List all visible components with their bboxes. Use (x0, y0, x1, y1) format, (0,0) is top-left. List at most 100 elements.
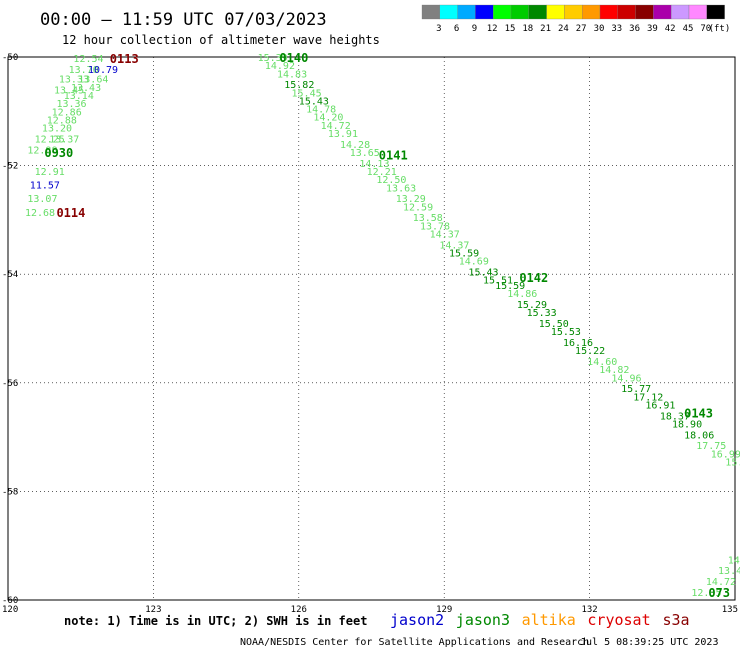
legend-label: 3 (436, 24, 441, 34)
satellite-jason3: jason3 (456, 611, 510, 629)
swh-point: 16.16 (563, 338, 593, 349)
color-legend: 3 6 9 12 15 18 21 24 27 30 33 36 39 42 45 70(ft) (421, 4, 731, 34)
satellite-altika: altika (522, 611, 576, 629)
swh-point: 14.96 (611, 373, 641, 384)
satellite-jason2: jason2 (390, 611, 444, 629)
swh-point: 12.88 (27, 145, 57, 156)
pass-time-label: 0930 (44, 146, 73, 160)
swh-point: 15.39 (258, 53, 288, 64)
legend-swatch (635, 4, 654, 20)
swh-point: 13.14 (64, 91, 94, 102)
swh-point: 13.41 (718, 566, 740, 577)
legend-swatch (528, 4, 547, 20)
legend-swatch (599, 4, 618, 20)
grid-lines (8, 57, 735, 600)
pass-time-label: 0140 (279, 51, 308, 65)
x-tick-label: 126 (291, 605, 307, 615)
swh-point: 18.90 (672, 420, 702, 431)
swh-point: 13.63 (386, 183, 416, 194)
swh-point: 18.37 (660, 411, 690, 422)
swh-point: 14.83 (277, 69, 307, 80)
pass-time-label: 0141 (379, 149, 408, 163)
legend-swatch (706, 4, 725, 20)
swh-point: 15.59 (495, 281, 525, 292)
swh-point: 16.91 (645, 401, 675, 412)
x-tick-label: 120 (2, 605, 18, 615)
swh-point: 15.43 (468, 267, 498, 278)
y-tick-label: -50 (2, 53, 18, 63)
swh-point: 15.22 (575, 346, 605, 357)
chart-title: 00:00 – 11:59 UTC 07/03/2023 (40, 10, 327, 30)
swh-point: 14.28 (340, 140, 370, 151)
swh-point: 14.82 (599, 365, 629, 376)
satellite-legend: jason2 jason3 altika cryosat s3a (390, 611, 690, 629)
legend-unit: (ft) (709, 24, 731, 34)
swh-point: 14.37 (430, 229, 460, 240)
legend-label: 36 (629, 24, 640, 34)
legend-swatch (653, 4, 672, 20)
footer-timestamp: Jul 5 08:39:25 UTC 2023 (580, 637, 718, 648)
swh-point: 14.37 (439, 240, 469, 251)
swh-point: 12.68 (25, 208, 55, 219)
legend-label: 6 (454, 24, 459, 34)
legend-swatch (439, 4, 458, 20)
y-tick-labels: -50 -52 -54 -56 -58 -60 (2, 53, 18, 606)
pass-labels: 0113 0140 0141 0142 0143 0930 0114 073 (44, 51, 730, 600)
legend-label: 12 (487, 24, 498, 34)
swh-point: 14.20 (313, 113, 343, 124)
swh-point: 12.91 (35, 167, 65, 178)
swh-point: 14.72 (706, 577, 736, 588)
swh-point: 12.35 (691, 588, 721, 599)
x-tick-label: 132 (581, 605, 597, 615)
legend-label: 30 (594, 24, 605, 34)
swh-point: 10.79 (88, 65, 118, 76)
swh-point: 13.70 (69, 65, 99, 76)
footer-credit: NOAA/NESDIS Center for Satellite Applica… (240, 637, 589, 648)
swh-point: 14.72 (321, 121, 351, 132)
pass-time-label: 073 (708, 586, 730, 600)
swh-point: 13.33 (59, 75, 89, 86)
y-tick-label: -52 (2, 162, 18, 172)
swh-point: 15.53 (551, 327, 581, 338)
legend-label: 21 (540, 24, 551, 34)
legend-label: 9 (472, 24, 477, 34)
swh-point: 15.82 (284, 80, 314, 91)
swh-point: 12.59 (403, 202, 433, 213)
legend-swatch (582, 4, 601, 20)
legend-swatch (617, 4, 636, 20)
y-tick-label: -60 (2, 596, 18, 606)
swh-point: 14.60 (587, 357, 617, 368)
legend-swatch (421, 4, 440, 20)
swh-point: 15.50 (539, 319, 569, 330)
plot-frame (7, 56, 736, 601)
swh-point: 14.86 (507, 289, 537, 300)
swh-point: 13.91 (328, 129, 358, 140)
swh-point: 12.50 (376, 175, 406, 186)
swh-point: 13.43 (71, 83, 101, 94)
swh-point: 13.20 (42, 124, 72, 135)
swh-point: 14.13 (359, 159, 389, 170)
x-tick-labels: 120 123 126 129 132 135 (2, 605, 738, 615)
swh-point: 13.64 (78, 75, 108, 86)
swh-point: 17.12 (633, 392, 663, 403)
swh-point: 15.33 (527, 308, 557, 319)
legend-swatch (546, 4, 565, 20)
legend-swatch (475, 4, 494, 20)
y-tick-label: -58 (2, 487, 18, 497)
swh-point: 13.58 (413, 213, 443, 224)
legend-label: 33 (611, 24, 622, 34)
swh-point: 13.07 (27, 194, 57, 205)
swh-point: 15.59 (449, 248, 479, 259)
swh-point: 13.78 (420, 221, 450, 232)
x-tick-label: 135 (722, 605, 738, 615)
swh-point: 13.37 (49, 134, 79, 145)
swh-point: 12.21 (367, 167, 397, 178)
legend-label: 18 (522, 24, 533, 34)
chart-subtitle: 12 hour collection of altimeter wave hei… (62, 33, 380, 47)
swh-point: 13.45 (54, 86, 84, 97)
legend-label: 42 (665, 24, 676, 34)
y-tick-label: -54 (2, 270, 18, 280)
swh-point: 15.45 (292, 88, 322, 99)
legend-label: 24 (558, 24, 569, 34)
